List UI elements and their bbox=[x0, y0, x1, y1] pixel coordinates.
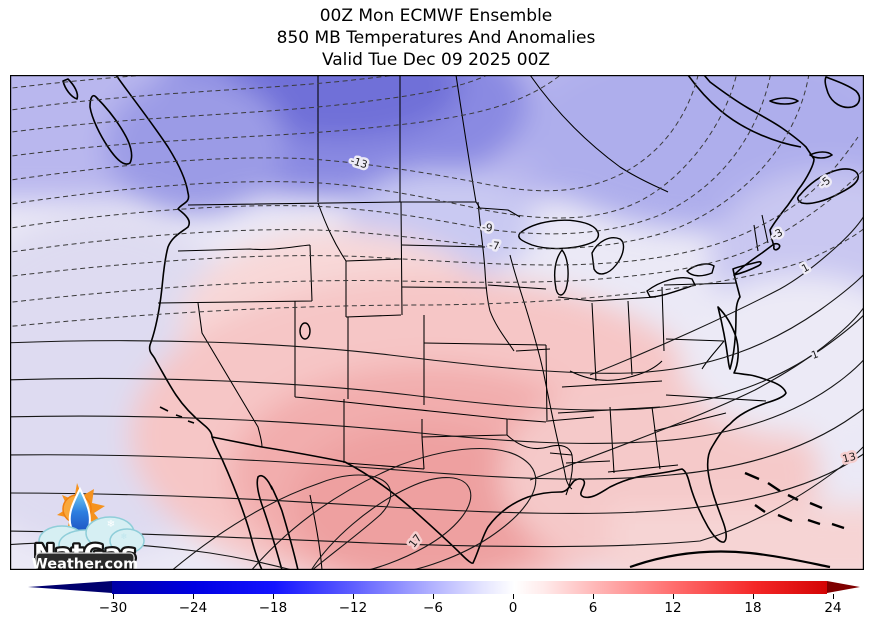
colorbar-tickmark bbox=[513, 594, 514, 599]
title-valid-line: Valid Tue Dec 09 2025 00Z bbox=[321, 50, 551, 70]
colorbar-tick-label: 12 bbox=[664, 600, 682, 616]
natgas-logo: ❄ ❄ NatGas Weather.com bbox=[32, 483, 145, 571]
map-frame bbox=[10, 75, 864, 570]
title-model-line: 00Z Mon ECMWF Ensemble bbox=[319, 6, 553, 26]
colorbar-tick-label: 6 bbox=[588, 600, 598, 616]
contour-label-neg7: -7 bbox=[488, 240, 500, 253]
colorbar-tick-label: −24 bbox=[178, 600, 208, 616]
colorbar-tick-label: −30 bbox=[98, 600, 128, 616]
great-lakes bbox=[299, 219, 715, 340]
colorbar-tickmark bbox=[113, 594, 114, 599]
colorbar-tick-label: −12 bbox=[338, 600, 368, 616]
contours-negative bbox=[10, 75, 864, 327]
coastlines bbox=[62, 75, 861, 570]
colorbar-min-arrow bbox=[28, 581, 112, 593]
colorbar-tickmark bbox=[193, 594, 194, 599]
colorbar-tickmark bbox=[593, 594, 594, 599]
colorbar-gradient bbox=[112, 581, 827, 594]
state-borders bbox=[157, 75, 769, 570]
colorbar-tickmark bbox=[833, 594, 834, 599]
colorbar-tickmark bbox=[673, 594, 674, 599]
anomaly-map: -13 -9 -7 -5 -3 1 1 13 17 bbox=[10, 75, 864, 570]
colorbar-tick-label: −6 bbox=[423, 600, 443, 616]
logo-site-box bbox=[35, 552, 135, 570]
colorbar-max-arrow bbox=[827, 581, 860, 593]
colorbar-tick-label: 24 bbox=[824, 600, 842, 616]
colorbar-tick-label: 18 bbox=[744, 600, 762, 616]
contour-label-neg9: -9 bbox=[481, 222, 493, 235]
colorbar-tickmark bbox=[353, 594, 354, 599]
contours-positive bbox=[10, 215, 864, 570]
snowflake-icon: ❄ ❄ bbox=[107, 519, 128, 541]
colorbar-tickmark bbox=[433, 594, 434, 599]
colorbar-tickmark bbox=[273, 594, 274, 599]
islands bbox=[629, 471, 845, 569]
svg-text:❄: ❄ bbox=[121, 532, 128, 541]
colorbar-tick-label: 0 bbox=[508, 600, 518, 616]
map-title: 00Z Mon ECMWF Ensemble 850 MB Temperatur… bbox=[0, 5, 872, 71]
colorbar: −30 −24 −18 −12 −6 0 6 12 18 24 bbox=[0, 575, 872, 628]
title-product-line: 850 MB Temperatures And Anomalies bbox=[276, 28, 596, 48]
svg-text:❄: ❄ bbox=[107, 519, 115, 530]
colorbar-tickmark bbox=[753, 594, 754, 599]
colorbar-tick-label: −18 bbox=[258, 600, 288, 616]
logo-site-text: Weather.com bbox=[32, 557, 138, 571]
